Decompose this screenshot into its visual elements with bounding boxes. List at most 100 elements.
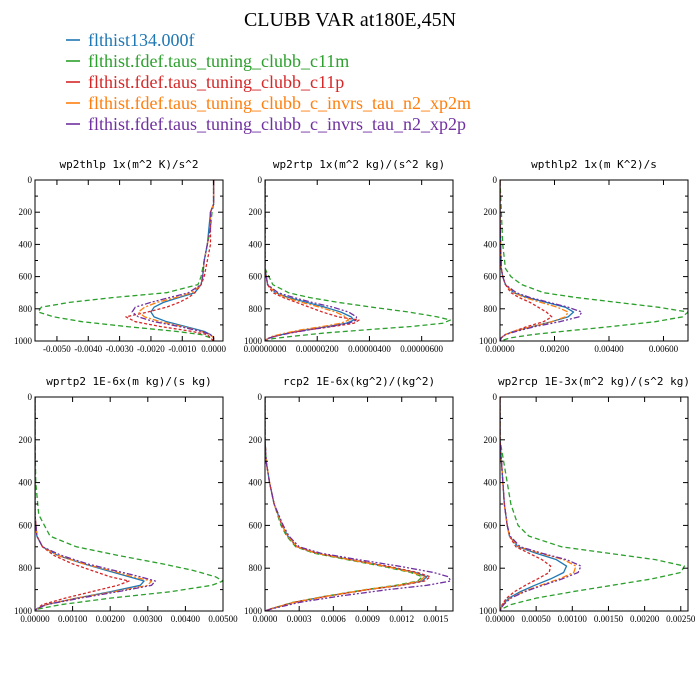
y-tick-label: 200 — [249, 435, 263, 445]
y-tick-label: 400 — [249, 239, 263, 249]
chart-panel: wprtp2 1E-6x(m kg)/(s kg) 0 200 400 600 800 10… — [14, 375, 238, 624]
y-tick-label: 600 — [249, 272, 263, 282]
x-tick-label: 0.0006 — [321, 614, 346, 624]
series-line — [35, 397, 130, 611]
legend-entry: flthist.fdef.taus_tuning_clubb_c11m — [88, 51, 349, 71]
y-tick-label: 1000 — [14, 606, 33, 616]
x-tick-label: 0.0009 — [355, 614, 380, 624]
y-tick-label: 0 — [493, 392, 498, 402]
plot-frame — [499, 179, 689, 342]
series-line — [125, 180, 215, 341]
y-tick-label: 200 — [484, 207, 498, 217]
chart-panel: wp2thlp 1x(m^2 K)/s^2 0 200 400 600 800 1000 -0… — [14, 158, 226, 354]
x-tick-label: 0.00050 — [522, 614, 552, 624]
y-tick-label: 200 — [19, 207, 33, 217]
x-tick-label: 0.00300 — [133, 614, 163, 624]
y-tick-label: 800 — [19, 304, 33, 314]
y-tick-label: 0 — [28, 392, 33, 402]
x-tick-label: 0.00000400 — [348, 344, 391, 354]
y-tick-label: 400 — [484, 239, 498, 249]
x-tick-label: 0.00200 — [96, 614, 126, 624]
x-tick-label: 0.00500 — [208, 614, 238, 624]
series-line — [265, 397, 428, 611]
y-tick-label: 600 — [484, 520, 498, 530]
series-line — [500, 180, 553, 341]
series-line — [35, 397, 223, 611]
x-tick-label: 0.00100 — [558, 614, 588, 624]
y-tick-label: 600 — [249, 520, 263, 530]
x-tick-label: 0.00000 — [485, 344, 515, 354]
series-line — [35, 397, 145, 611]
x-tick-label: 0.00000200 — [296, 344, 339, 354]
y-tick-label: 1000 — [479, 336, 498, 346]
chart-title: CLUBB VAR at180E,45N — [244, 9, 456, 31]
y-tick-label: 1000 — [244, 606, 263, 616]
panels: wp2thlp 1x(m^2 K)/s^2 0 200 400 600 800 1000 -0… — [14, 158, 696, 624]
x-tick-label: 0.0000 — [253, 614, 278, 624]
y-tick-label: 800 — [484, 304, 498, 314]
plot-frame — [264, 179, 454, 342]
panel-title: wp2rcp 1E-3x(m^2 kg)/(s^2 kg) — [498, 375, 690, 388]
legend-entry: flthist.fdef.taus_tuning_clubb_c11p — [88, 72, 344, 92]
y-tick-label: 1000 — [244, 336, 263, 346]
legend-entry: flthist.fdef.taus_tuning_clubb_c_invrs_t… — [88, 114, 466, 134]
series-line — [35, 397, 156, 611]
series-line — [37, 180, 215, 341]
series-line — [265, 397, 431, 611]
x-tick-label: -0.0040 — [74, 344, 102, 354]
series-line — [500, 397, 582, 611]
x-tick-label: 0.00000600 — [400, 344, 443, 354]
series-line — [500, 180, 583, 341]
x-tick-label: 0.00000000 — [244, 344, 287, 354]
y-tick-label: 200 — [484, 435, 498, 445]
y-tick-label: 0 — [258, 392, 263, 402]
series-line — [500, 397, 552, 611]
y-tick-label: 400 — [249, 478, 263, 488]
series-line — [500, 180, 688, 341]
x-tick-label: 0.00150 — [594, 614, 624, 624]
series-line — [265, 397, 452, 611]
x-tick-label: 0.0000 — [201, 344, 226, 354]
series-line — [265, 180, 358, 341]
x-tick-label: 0.0003 — [287, 614, 312, 624]
plot-frame — [34, 396, 224, 612]
x-tick-label: -0.0030 — [106, 344, 134, 354]
series-line — [500, 180, 569, 341]
plot-frame — [499, 396, 689, 612]
x-tick-label: 0.00200 — [630, 614, 660, 624]
plot-frame — [34, 179, 224, 342]
x-tick-label: 0.00600 — [649, 344, 679, 354]
series-line — [131, 180, 215, 341]
legend-entry: flthist134.000f — [88, 30, 195, 50]
x-tick-label: 0.0015 — [424, 614, 449, 624]
chart-panel: wp2rcp 1E-3x(m^2 kg)/(s^2 kg)0 200 400 600 8… — [479, 375, 696, 624]
y-tick-label: 200 — [19, 435, 33, 445]
series-line — [35, 397, 153, 611]
y-tick-label: 800 — [249, 563, 263, 573]
panel-title: rcp2 1E-6x(kg^2)/(kg^2) — [283, 375, 435, 388]
y-tick-label: 0 — [258, 175, 263, 185]
x-tick-label: 0.00200 — [540, 344, 570, 354]
y-tick-label: 600 — [19, 520, 33, 530]
series-line — [265, 180, 452, 341]
panel-title: wp2thlp 1x(m^2 K)/s^2 — [59, 158, 198, 171]
panel-title: wpthlp2 1x(m K^2)/s — [531, 158, 657, 171]
series-line — [265, 397, 426, 611]
x-tick-label: -0.0010 — [168, 344, 196, 354]
x-tick-label: 0.00000 — [20, 614, 50, 624]
y-tick-label: 0 — [493, 175, 498, 185]
chart-panel: rcp2 1E-6x(kg^2)/(kg^2) 0 200 400 600 800 1000… — [244, 375, 454, 624]
x-tick-label: 0.00100 — [58, 614, 88, 624]
y-tick-label: 800 — [19, 563, 33, 573]
x-tick-label: -0.0020 — [137, 344, 165, 354]
panel-title: wprtp2 1E-6x(m kg)/(s kg) — [46, 375, 212, 388]
series-line — [500, 397, 686, 611]
y-tick-label: 1000 — [14, 336, 33, 346]
panel-title: wp2rtp 1x(m^2 kg)/(s^2 kg) — [273, 158, 445, 171]
y-tick-label: 600 — [19, 272, 33, 282]
y-tick-label: 1000 — [479, 606, 498, 616]
y-tick-label: 800 — [249, 304, 263, 314]
y-tick-label: 800 — [484, 563, 498, 573]
legend-entry: flthist.fdef.taus_tuning_clubb_c_invrs_t… — [88, 93, 471, 113]
